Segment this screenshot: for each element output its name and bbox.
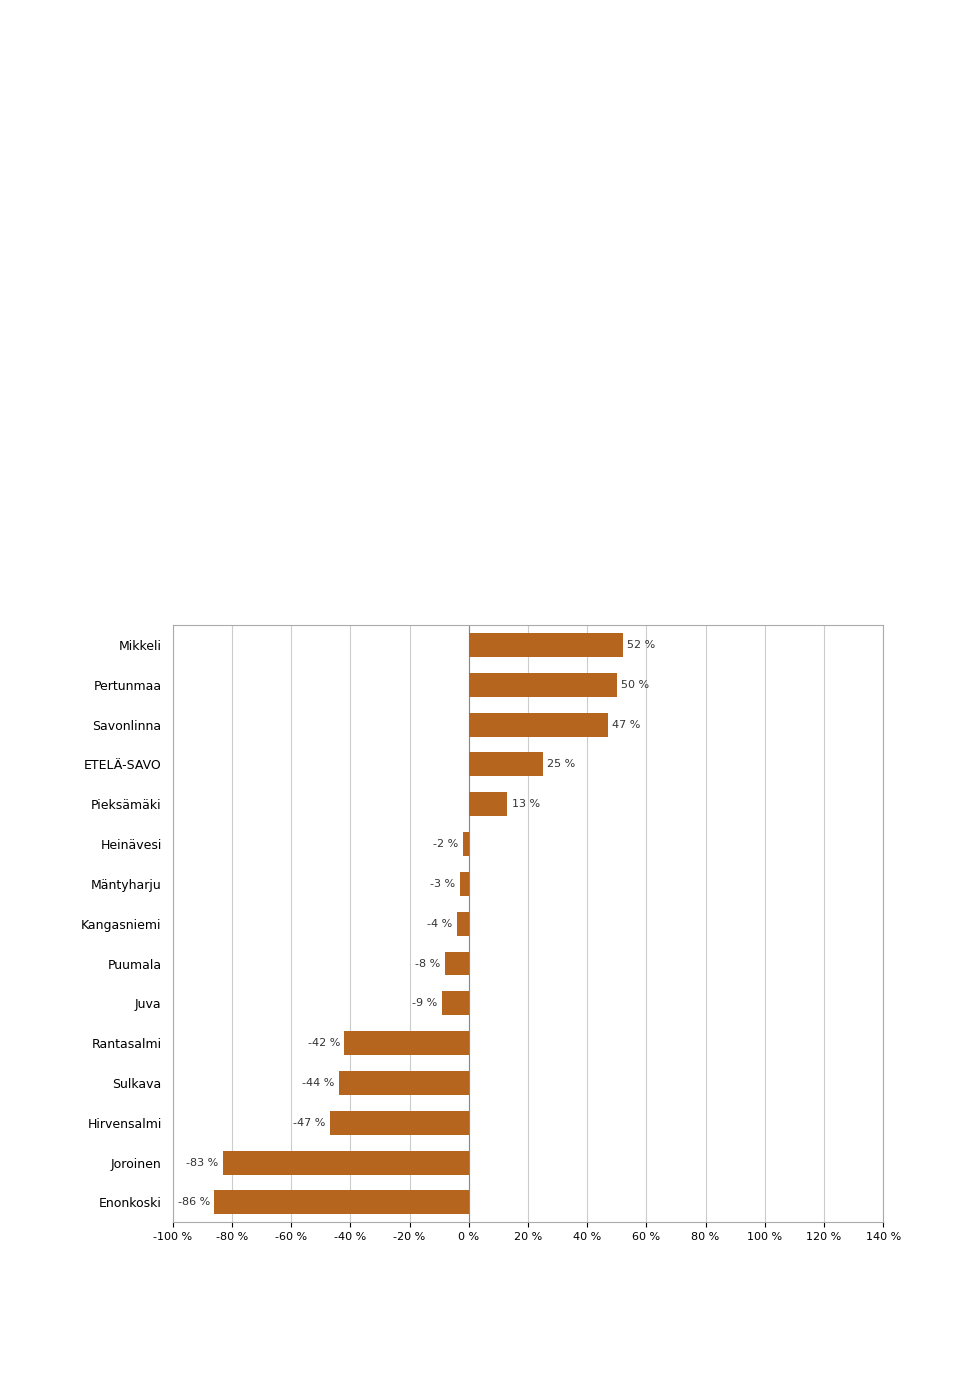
Text: -47 %: -47 % [293, 1118, 325, 1128]
Bar [345, 1031, 468, 1056]
Bar [445, 951, 468, 975]
Bar [223, 1150, 468, 1175]
Text: 47 %: 47 % [612, 720, 640, 729]
Text: -86 %: -86 % [178, 1197, 210, 1207]
Text: -3 %: -3 % [430, 879, 455, 889]
Text: -4 %: -4 % [427, 918, 452, 929]
Text: -44 %: -44 % [301, 1078, 334, 1088]
Bar [443, 992, 468, 1015]
Bar [468, 792, 507, 817]
Text: 25 %: 25 % [547, 760, 575, 770]
Bar [457, 911, 468, 936]
Bar [460, 872, 468, 896]
Bar [468, 753, 542, 776]
Text: -8 %: -8 % [416, 958, 441, 968]
Text: 52 %: 52 % [627, 640, 656, 650]
Text: -42 %: -42 % [307, 1038, 340, 1049]
Text: 13 %: 13 % [512, 799, 540, 810]
Text: -9 %: -9 % [413, 999, 438, 1008]
Bar [339, 1071, 468, 1095]
Text: -83 %: -83 % [186, 1157, 219, 1168]
Bar [214, 1190, 468, 1214]
Bar [463, 832, 468, 856]
Bar [468, 672, 616, 697]
Text: 50 %: 50 % [621, 679, 649, 690]
Bar [329, 1111, 468, 1135]
Bar [468, 713, 608, 736]
Text: -2 %: -2 % [433, 839, 459, 849]
Bar [468, 633, 623, 657]
